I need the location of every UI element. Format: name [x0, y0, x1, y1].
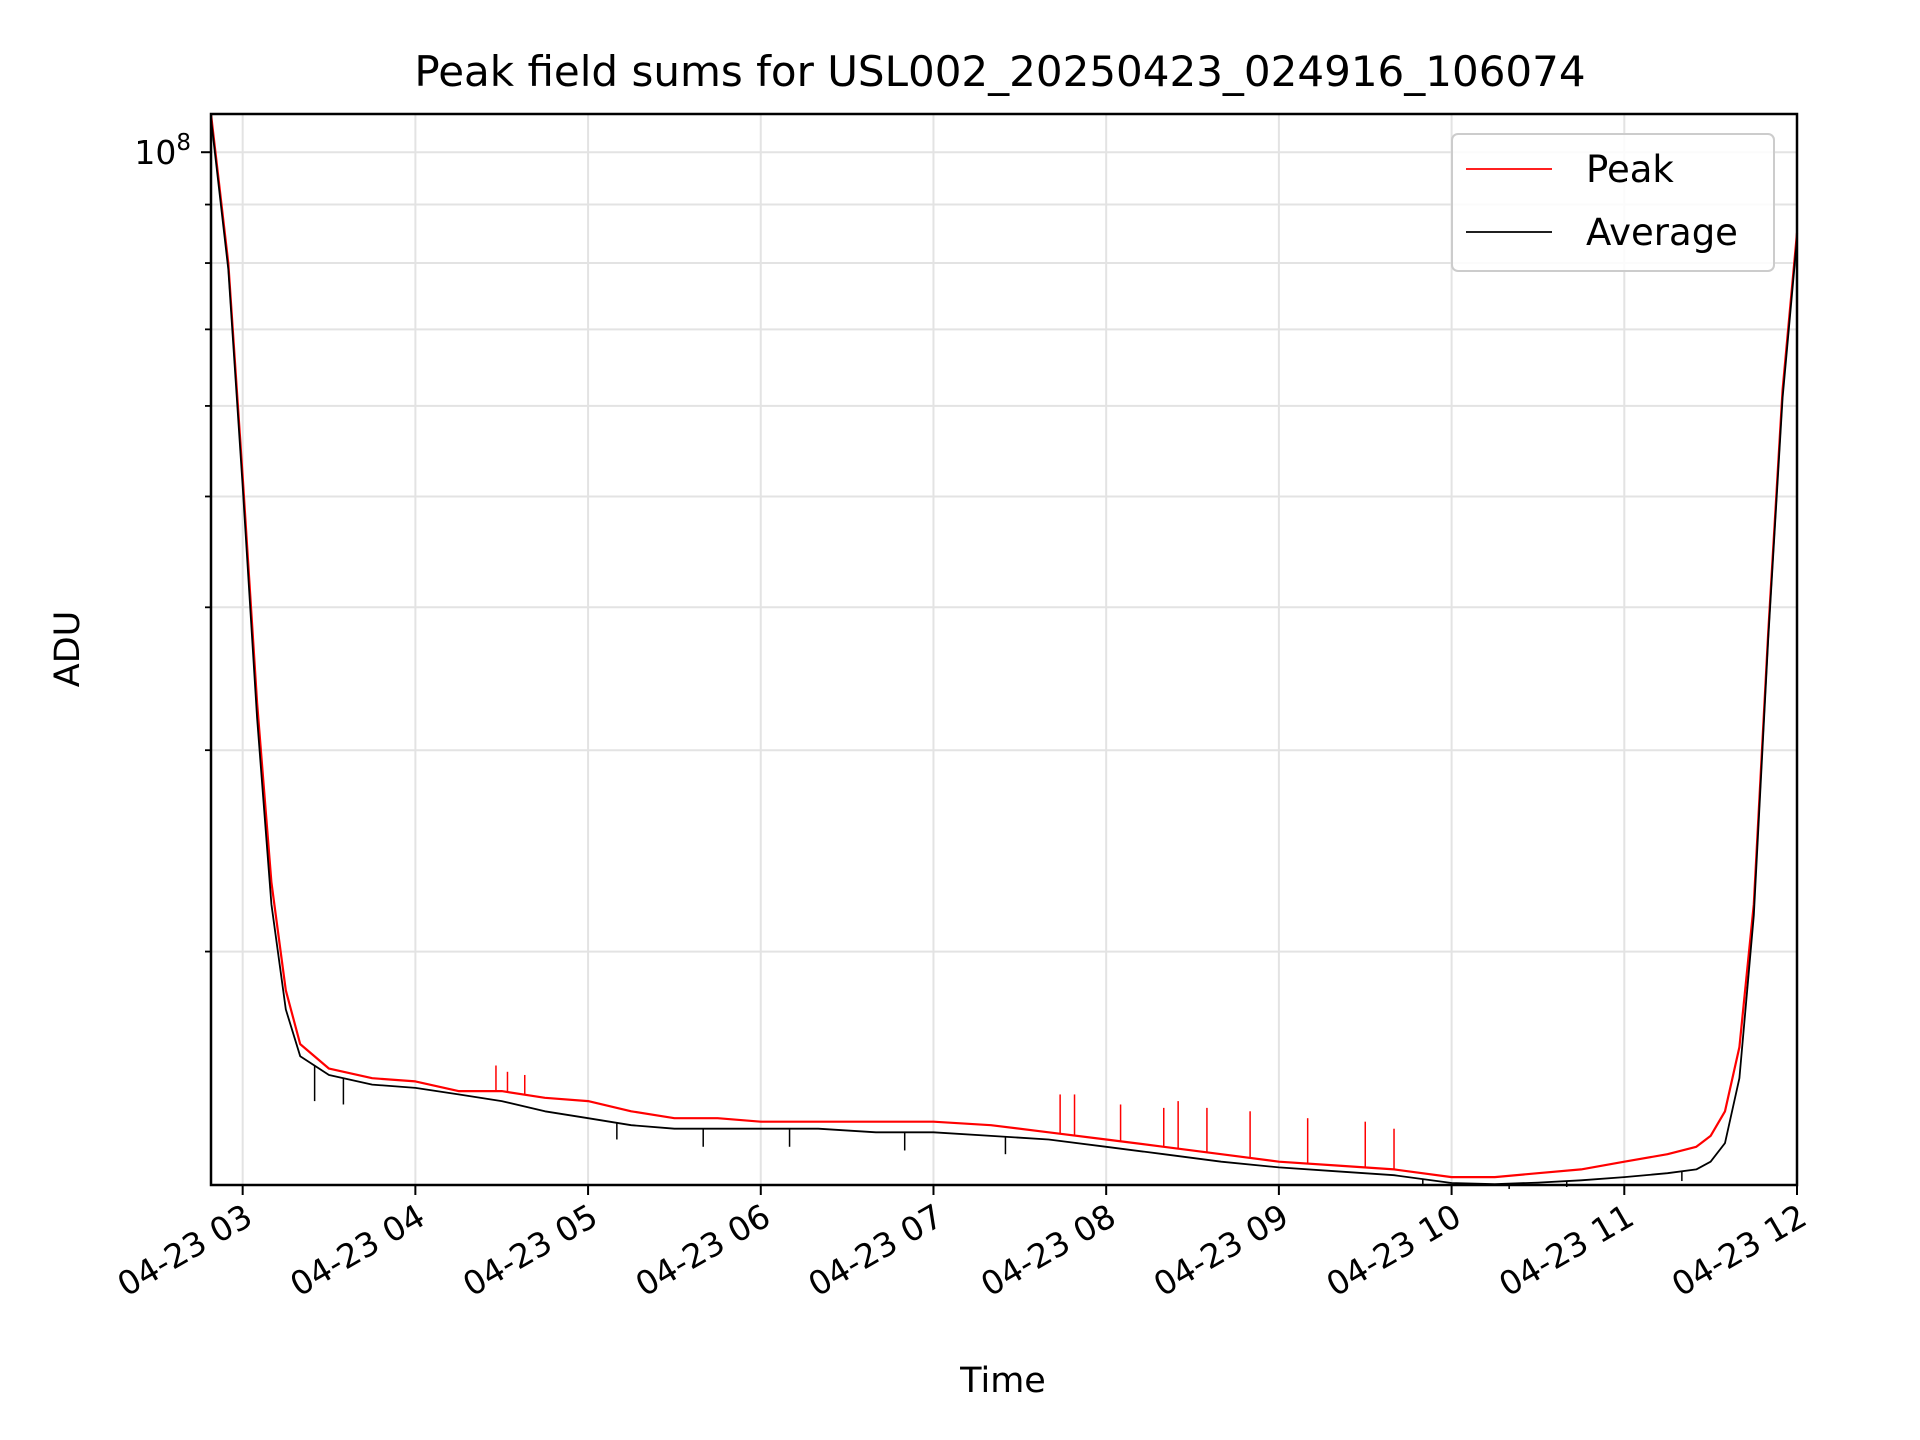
- x-axis: 04-23 03 04-23 04 04-23 05 04-23 06 04-23 07…: [111, 1185, 1813, 1304]
- y-axis: 108: [134, 130, 211, 953]
- x-tick-label: 04-23 06: [629, 1196, 777, 1304]
- series-line-average: [210, 118, 1798, 1186]
- series-layer: [209, 113, 1799, 1189]
- grid: [211, 114, 1798, 1185]
- x-tick-label: 04-23 04: [283, 1196, 431, 1304]
- x-axis-label: Time: [959, 1361, 1046, 1401]
- plot-frame: [209, 112, 1799, 1187]
- series-average: [210, 118, 1798, 1189]
- chart-title: Peak field sums for USL002_20250423_0249…: [414, 47, 1585, 96]
- x-tick-label: 04-23 05: [456, 1196, 604, 1304]
- y-tick-label: 108: [134, 130, 191, 172]
- x-tick-label: 04-23 10: [1320, 1196, 1468, 1304]
- legend-label-average: Average: [1586, 211, 1738, 254]
- series-peak: [209, 113, 1799, 1179]
- x-tick-label: 04-23 11: [1492, 1196, 1640, 1304]
- x-tick-label: 04-23 07: [801, 1196, 949, 1304]
- x-tick-label: 04-23 03: [111, 1196, 259, 1304]
- y-axis-label: ADU: [48, 611, 88, 688]
- legend-label-peak: Peak: [1586, 148, 1674, 191]
- x-tick-label: 04-23 08: [974, 1196, 1122, 1304]
- x-tick-label: 04-23 09: [1147, 1196, 1295, 1304]
- legend: Peak Average: [1451, 133, 1775, 272]
- x-tick-label: 04-23 12: [1665, 1196, 1813, 1304]
- series-line-peak: [209, 113, 1799, 1179]
